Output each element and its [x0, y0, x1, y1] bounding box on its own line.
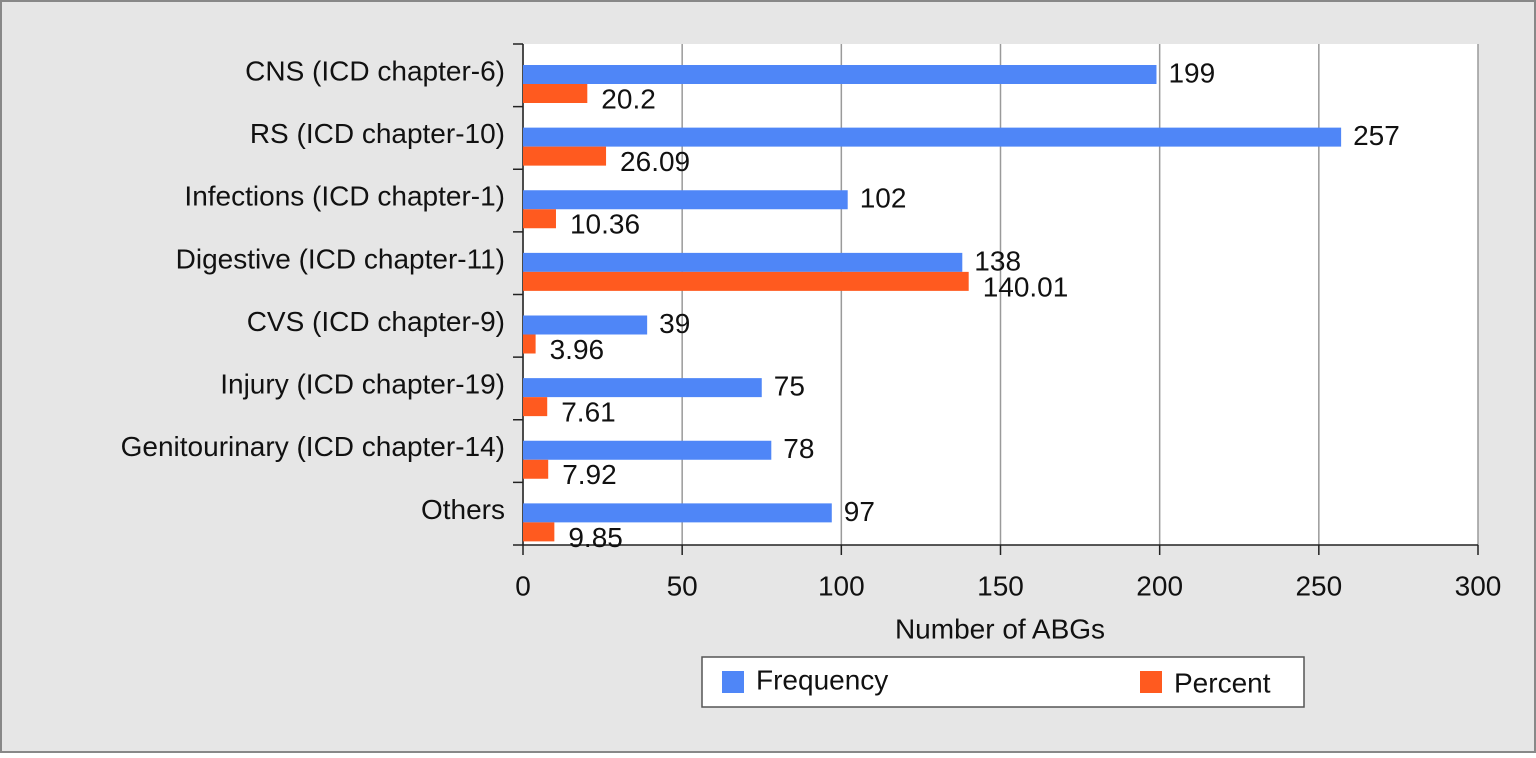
legend-swatch [722, 671, 744, 693]
bar [523, 271, 969, 291]
data-label: 3.96 [550, 334, 605, 365]
bar [523, 84, 588, 103]
data-label: 9.85 [568, 522, 623, 553]
y-tick-label: Others [421, 494, 505, 525]
data-label: 97 [844, 496, 875, 527]
bar [523, 522, 555, 542]
bar [523, 209, 556, 229]
y-tick-label: Injury (ICD chapter-19) [220, 369, 505, 400]
y-tick-label: CNS (ICD chapter-6) [245, 55, 505, 86]
data-label: 39 [659, 308, 690, 339]
data-label: 20.2 [601, 83, 656, 114]
bar [523, 315, 648, 335]
data-label: 26.09 [620, 146, 690, 177]
legend [701, 656, 1305, 708]
bar [523, 127, 1342, 147]
y-tick-label: Digestive (ICD chapter-11) [176, 243, 505, 274]
x-tick-label: 100 [818, 570, 865, 601]
data-label: 7.61 [561, 397, 616, 428]
data-label: 257 [1353, 120, 1400, 151]
x-tick-label: 200 [1136, 570, 1183, 601]
bar [523, 190, 848, 210]
legend-label: Frequency [756, 664, 888, 695]
data-label: 7.92 [562, 459, 617, 490]
data-label: 199 [1168, 57, 1215, 88]
bar [523, 503, 832, 523]
data-label: 102 [860, 183, 907, 214]
legend-label: Percent [1174, 667, 1271, 698]
x-axis-title: Number of ABGs [895, 613, 1105, 644]
legend-swatch [1140, 671, 1162, 693]
bar [523, 334, 536, 354]
y-tick-label: RS (ICD chapter-10) [250, 118, 505, 149]
y-tick-label: Genitourinary (ICD chapter-14) [121, 431, 505, 462]
bar [523, 252, 963, 272]
bar [523, 378, 762, 398]
y-tick-label: Infections (ICD chapter-1) [184, 181, 505, 212]
x-tick-label: 300 [1455, 570, 1502, 601]
bar [523, 459, 549, 479]
bar [523, 146, 607, 166]
x-tick-label: 0 [515, 570, 531, 601]
data-label: 138 [974, 245, 1021, 276]
bar [523, 397, 548, 417]
x-tick-label: 250 [1295, 570, 1342, 601]
data-label: 75 [774, 371, 805, 402]
y-tick-label: CVS (ICD chapter-9) [247, 306, 505, 337]
bar [523, 65, 1157, 84]
data-label: 78 [783, 433, 814, 464]
x-tick-label: 150 [977, 570, 1024, 601]
x-tick-label: 50 [667, 570, 698, 601]
data-label: 140.01 [983, 271, 1069, 302]
bar [523, 440, 772, 460]
data-label: 10.36 [570, 209, 640, 240]
